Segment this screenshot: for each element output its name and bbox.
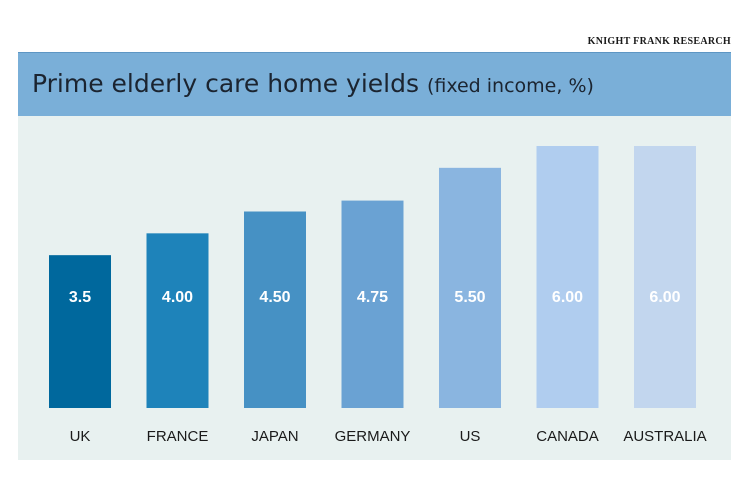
chart-title: Prime elderly care home yields (fixed in… <box>32 69 594 98</box>
bar-australia <box>634 146 696 408</box>
bar-uk <box>49 255 111 408</box>
category-label: CANADA <box>536 428 599 445</box>
title-band: Prime elderly care home yields (fixed in… <box>18 52 731 117</box>
bar-canada <box>536 146 599 408</box>
bar-value-label: 4.00 <box>162 289 193 306</box>
bar-us <box>439 167 501 408</box>
bar-value-label: 6.00 <box>552 289 583 306</box>
source-credit: KNIGHT FRANK RESEARCH <box>587 36 731 47</box>
bar-value-label: 3.5 <box>69 289 91 306</box>
category-label: FRANCE <box>147 428 209 445</box>
bar-value-label: 4.50 <box>259 289 290 306</box>
category-label: US <box>460 428 481 445</box>
chart-subtitle: (fixed income, %) <box>426 75 594 97</box>
chart-title-text: Prime elderly care home yields <box>32 69 419 98</box>
category-label: JAPAN <box>251 428 298 445</box>
bar-value-label: 5.50 <box>454 289 485 306</box>
category-label: AUSTRALIA <box>623 428 706 445</box>
category-label: UK <box>70 428 91 445</box>
bar-france <box>146 233 209 408</box>
bar-value-label: 6.00 <box>649 289 680 306</box>
bar-japan <box>244 211 306 408</box>
category-label: GERMANY <box>335 428 411 445</box>
bar-value-label: 4.75 <box>357 289 388 306</box>
bar-germany <box>341 200 404 408</box>
